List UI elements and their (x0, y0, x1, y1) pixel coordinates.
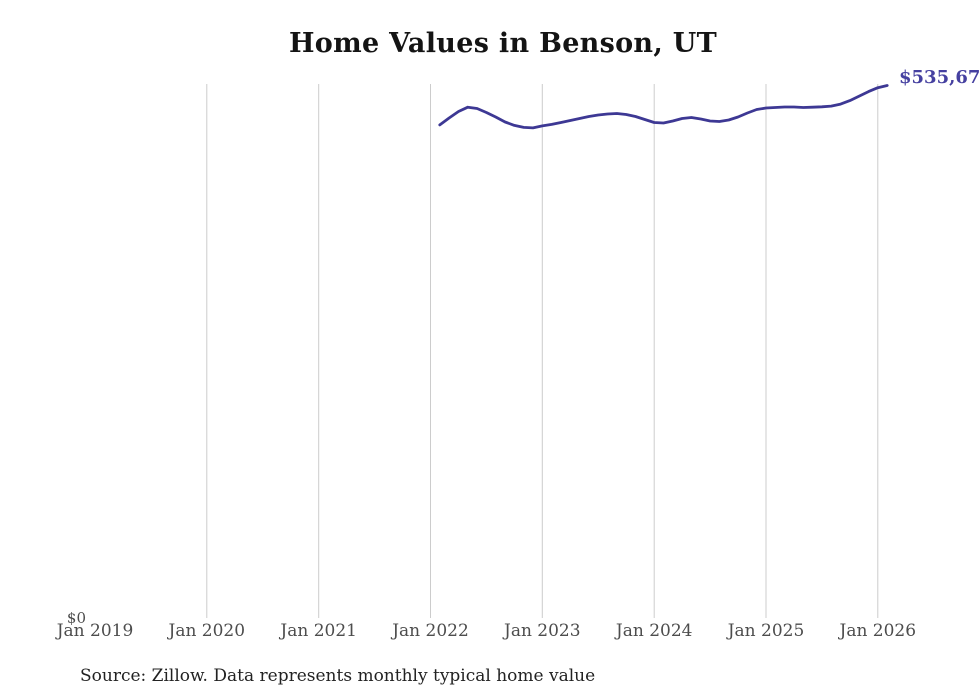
source-note: Source: Zillow. Data represents monthly … (80, 666, 596, 686)
x-tick-label: Jan 2023 (504, 621, 581, 641)
x-tick-label: Jan 2019 (56, 621, 134, 641)
home-value-series-line (438, 84, 889, 130)
x-tick-label: Jan 2020 (168, 621, 246, 641)
y-axis-zero-label: $0 (66, 609, 86, 627)
x-tick-label: Jan 2026 (839, 621, 917, 641)
x-tick-label: Jan 2024 (615, 621, 693, 641)
x-tick-label: Jan 2025 (727, 621, 805, 641)
last-value-label: $535,677 (899, 67, 980, 88)
x-tick-label: Jan 2022 (392, 621, 469, 641)
x-tick-label: Jan 2021 (280, 621, 357, 641)
chart-title: Home Values in Benson, UT (289, 28, 717, 59)
